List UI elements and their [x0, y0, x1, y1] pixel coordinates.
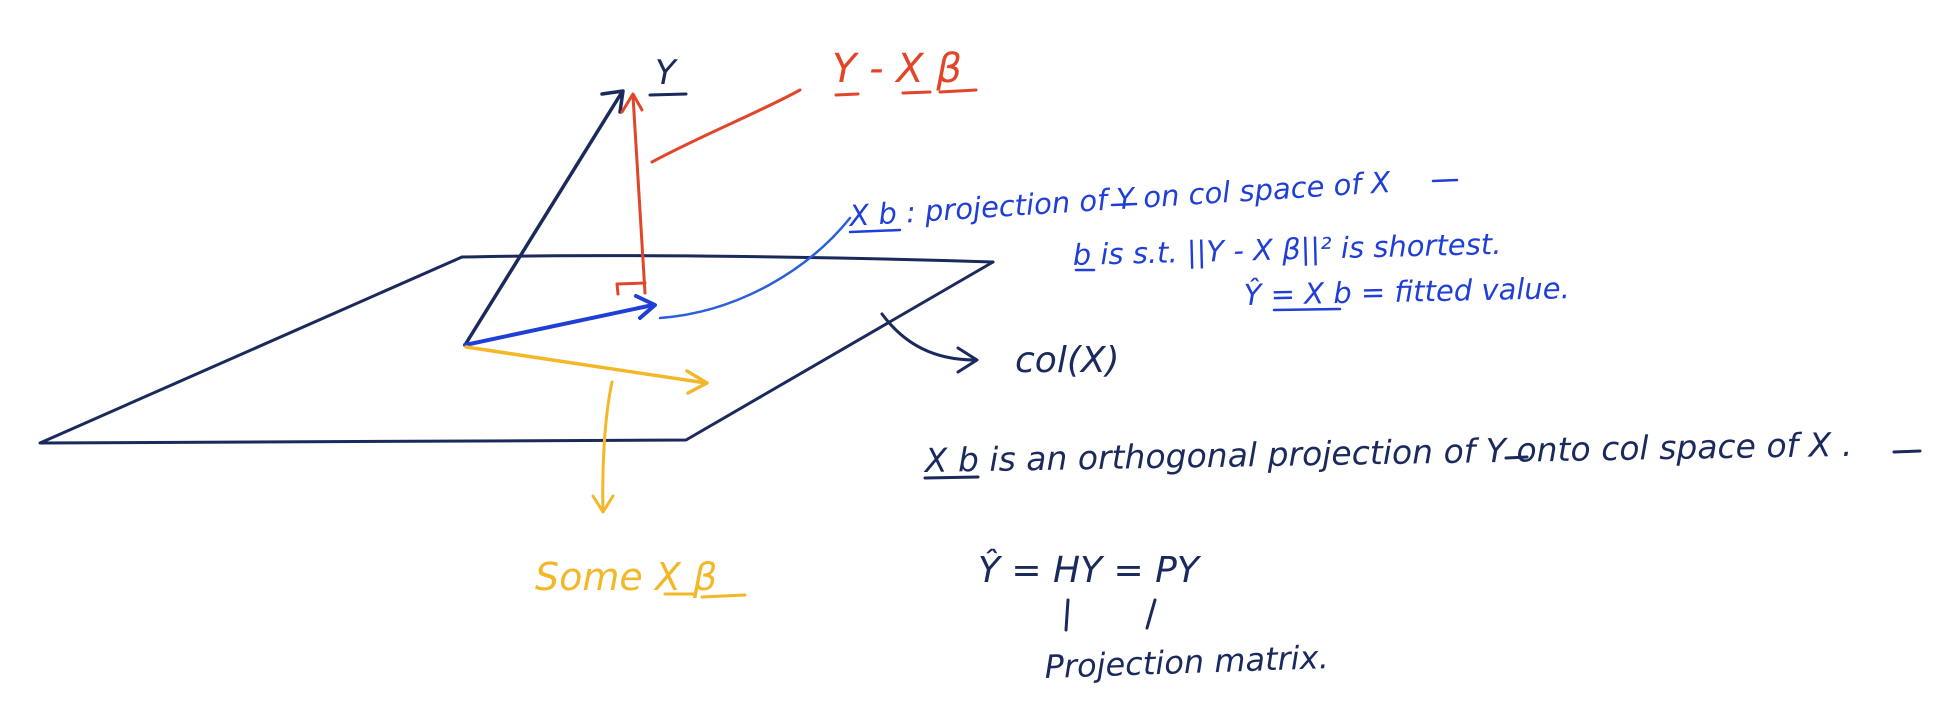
h-tick-mark [1064, 598, 1070, 632]
residual-label: Y - X β [832, 46, 962, 92]
col-space-arrowhead [956, 346, 979, 374]
y-statement-underline [1504, 455, 1529, 460]
some-xbeta-arrowhead [685, 369, 709, 395]
x-statement-underline [1892, 449, 1922, 454]
projection-arrowhead [634, 294, 657, 320]
col-space-curve [880, 312, 977, 362]
plane-outline-left [38, 255, 995, 445]
some-xbeta-pointer-head [591, 494, 615, 514]
col-space-label: col(X) [1015, 340, 1120, 381]
column-space-plane [38, 254, 995, 445]
residual-label-underline-2 [901, 90, 932, 95]
y-label-underline [648, 92, 688, 97]
y-vector-arrowhead [600, 89, 625, 114]
b-condition-note: b is s.t. ||Y - X β||² is shortest. [1072, 227, 1501, 272]
projection-pointer-curve [658, 216, 852, 320]
fitted-xb-underline [1272, 307, 1342, 312]
residual-label-underline-1 [834, 92, 860, 97]
residual-line [631, 94, 647, 295]
xb-projection-note: X b : projection of Y on col space of X [846, 165, 1392, 233]
col-space-pointer [880, 312, 979, 374]
some-xbeta-arrow [464, 345, 747, 599]
navy-note-underlines [923, 449, 1922, 632]
projection-line [463, 303, 655, 347]
p-tick-mark [1145, 598, 1157, 630]
some-xbeta-label: Some X β [535, 555, 717, 599]
x-note-underline [1431, 178, 1459, 183]
projection-arrow [463, 216, 852, 347]
y-note-underline [1110, 202, 1138, 207]
xb-statement-underline [923, 475, 980, 480]
y-vector-label: Y [655, 53, 678, 93]
orthogonal-projection-statement: X b is an orthogonal projection of Y ont… [922, 425, 1852, 480]
residual-label-underline-3 [938, 88, 978, 94]
residual-arrowhead [620, 92, 644, 114]
residual-arrow [615, 88, 978, 296]
y-vector-arrow [463, 89, 688, 347]
some-xbeta-underline-2 [700, 593, 747, 599]
fitted-value-note: Ŷ = X b = fitted value. [1243, 271, 1570, 312]
xb-note-underline [848, 228, 902, 234]
plane-back-edge [460, 254, 995, 264]
hat-matrix-equation: Ŷ = HY = PY [978, 548, 1202, 591]
some-xbeta-line [464, 345, 708, 385]
projection-matrix-label: Projection matrix. [1044, 638, 1329, 686]
blue-note-underlines [848, 178, 1459, 312]
residual-pointer-line [650, 88, 802, 164]
right-angle-marker [615, 281, 647, 296]
some-xbeta-pointer [601, 380, 614, 512]
y-vector-line [463, 90, 624, 347]
